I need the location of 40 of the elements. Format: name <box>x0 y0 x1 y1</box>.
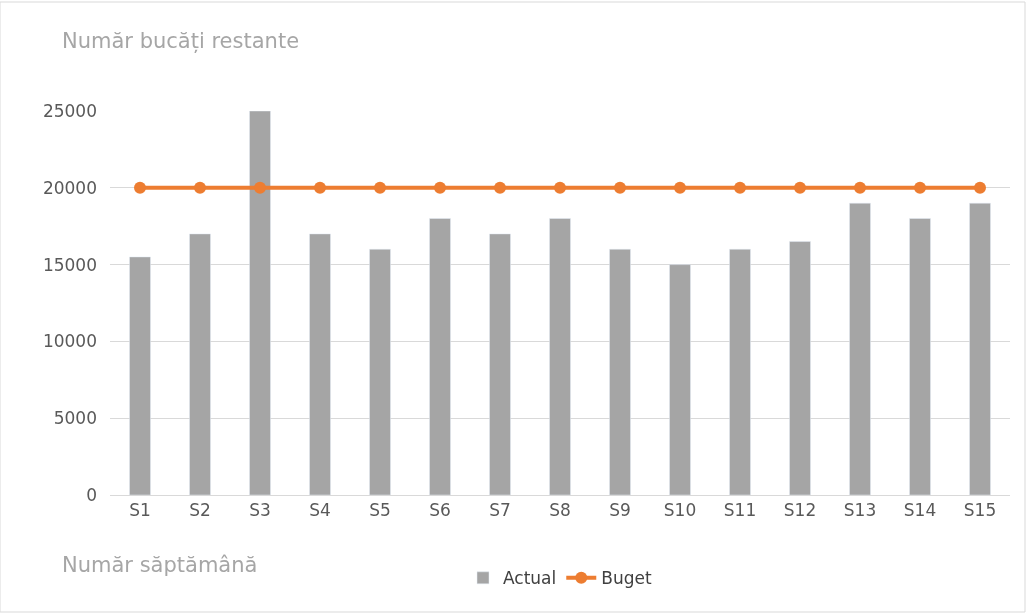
bar <box>129 256 151 495</box>
x-tick-label: S9 <box>609 500 631 521</box>
bar <box>189 233 211 495</box>
bar <box>909 218 931 495</box>
bar <box>549 218 571 495</box>
bar <box>369 248 391 495</box>
x-tick-label: S8 <box>549 500 571 521</box>
y-tick-label: 5000 <box>53 408 97 429</box>
legend-label: Actual <box>503 568 557 589</box>
x-tick-label: S15 <box>963 500 997 521</box>
bar <box>429 218 451 495</box>
bar <box>969 202 991 495</box>
y-tick-label: 15000 <box>42 254 97 275</box>
x-tick-label: S14 <box>903 500 937 521</box>
x-tick-label: S2 <box>189 500 211 521</box>
bar <box>849 202 871 495</box>
x-tick-label: S13 <box>843 500 877 521</box>
bar <box>249 111 271 495</box>
x-tick-label: S3 <box>249 500 271 521</box>
x-axis-title: Număr săptămână <box>62 553 258 577</box>
x-tick-label: S11 <box>723 500 757 521</box>
bar <box>609 248 631 495</box>
y-tick-label: 25000 <box>42 100 97 121</box>
y-tick-label: 20000 <box>42 177 97 198</box>
bar <box>729 248 751 495</box>
x-tick-label: S4 <box>309 500 331 521</box>
x-tick-label: S5 <box>369 500 391 521</box>
x-tick-label: S1 <box>129 500 151 521</box>
y-axis-title: Număr bucăți restante <box>62 29 300 53</box>
x-tick-label: S12 <box>783 500 817 521</box>
x-tick-label: S6 <box>429 500 451 521</box>
y-tick-label: 10000 <box>42 331 97 352</box>
legend-label: Buget <box>601 568 652 589</box>
bar <box>489 233 511 495</box>
x-tick-label: S10 <box>663 500 697 521</box>
bar <box>669 264 691 495</box>
y-tick-label: 0 <box>86 484 97 505</box>
bar <box>309 233 331 495</box>
x-tick-label: S7 <box>489 500 511 521</box>
bar <box>789 241 811 495</box>
